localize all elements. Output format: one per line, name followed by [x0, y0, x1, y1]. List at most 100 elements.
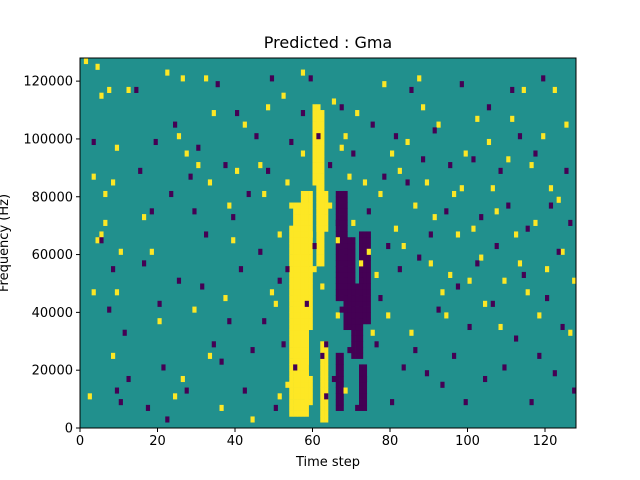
high-cell — [316, 196, 321, 203]
high-cell — [111, 179, 116, 186]
low-cell — [359, 271, 364, 278]
high-cell — [300, 202, 306, 209]
high-cell — [126, 86, 131, 93]
low-cell — [343, 300, 348, 307]
low-cell — [335, 387, 340, 394]
high-cell — [556, 196, 561, 203]
high-cell — [297, 358, 302, 365]
low-cell — [339, 381, 344, 388]
low-cell — [351, 150, 356, 157]
high-cell — [320, 370, 325, 377]
high-cell — [316, 179, 321, 186]
high-cell — [463, 150, 468, 157]
high-cell — [281, 92, 286, 99]
low-cell — [145, 404, 151, 411]
low-cell — [351, 323, 356, 331]
high-cell — [300, 295, 306, 302]
high-cell — [312, 179, 317, 186]
high-cell — [300, 375, 306, 383]
low-cell — [359, 283, 364, 290]
low-cell — [343, 306, 348, 313]
y-tick-label: 80000 — [32, 190, 73, 205]
high-cell — [308, 277, 313, 284]
low-cell — [359, 266, 364, 273]
low-cell — [362, 306, 368, 313]
high-cell — [316, 243, 321, 250]
high-cell — [355, 110, 360, 117]
low-cell — [173, 121, 178, 128]
high-cell — [312, 173, 317, 180]
low-cell — [393, 133, 399, 140]
high-cell — [328, 202, 333, 209]
low-cell — [490, 300, 495, 307]
high-cell — [300, 196, 306, 203]
high-cell — [320, 393, 325, 400]
high-cell — [293, 318, 298, 325]
low-cell — [366, 277, 371, 284]
low-cell — [343, 225, 348, 232]
low-cell — [339, 283, 344, 290]
high-cell — [304, 318, 309, 325]
low-cell — [111, 266, 116, 273]
high-cell — [393, 225, 399, 232]
high-cell — [316, 185, 321, 192]
low-cell — [366, 289, 371, 296]
low-cell — [351, 260, 356, 267]
high-cell — [293, 266, 298, 273]
high-cell — [324, 358, 329, 365]
high-cell — [289, 312, 294, 319]
low-cell — [537, 352, 542, 359]
low-cell — [455, 283, 461, 290]
low-cell — [486, 104, 492, 111]
low-cell — [347, 347, 352, 354]
high-cell — [223, 295, 228, 302]
high-cell — [304, 271, 309, 278]
low-cell — [452, 352, 457, 359]
high-cell — [293, 254, 298, 261]
high-cell — [300, 69, 306, 76]
low-cell — [568, 219, 573, 226]
low-cell — [273, 404, 278, 411]
high-cell — [266, 104, 271, 111]
high-cell — [293, 375, 298, 383]
low-cell — [122, 329, 127, 336]
x-tick-label: 0 — [76, 434, 84, 449]
low-cell — [351, 341, 356, 348]
high-cell — [300, 312, 306, 319]
low-cell — [266, 167, 271, 174]
low-cell — [351, 306, 356, 313]
low-cell — [335, 248, 340, 255]
high-cell — [320, 156, 325, 163]
high-cell — [111, 352, 116, 359]
high-cell — [304, 323, 309, 331]
high-cell — [421, 104, 426, 111]
high-cell — [297, 306, 302, 313]
low-cell — [355, 289, 360, 296]
high-cell — [304, 341, 309, 348]
low-cell — [339, 387, 344, 394]
high-cell — [304, 219, 309, 226]
low-cell — [517, 133, 523, 140]
high-cell — [568, 329, 573, 336]
low-cell — [157, 300, 162, 307]
low-cell — [138, 167, 143, 174]
high-cell — [300, 410, 306, 417]
high-cell — [300, 254, 306, 261]
low-cell — [351, 295, 356, 302]
high-cell — [99, 231, 104, 238]
high-cell — [320, 162, 325, 169]
low-cell — [440, 381, 445, 388]
low-cell — [355, 295, 360, 302]
low-cell — [211, 341, 216, 348]
high-cell — [308, 219, 313, 226]
high-cell — [324, 399, 329, 406]
high-cell — [300, 271, 306, 278]
high-cell — [285, 179, 290, 186]
high-cell — [293, 283, 298, 290]
low-cell — [339, 104, 344, 111]
high-cell — [312, 156, 317, 163]
high-cell — [297, 260, 302, 267]
low-cell — [359, 295, 364, 302]
high-cell — [289, 243, 294, 250]
